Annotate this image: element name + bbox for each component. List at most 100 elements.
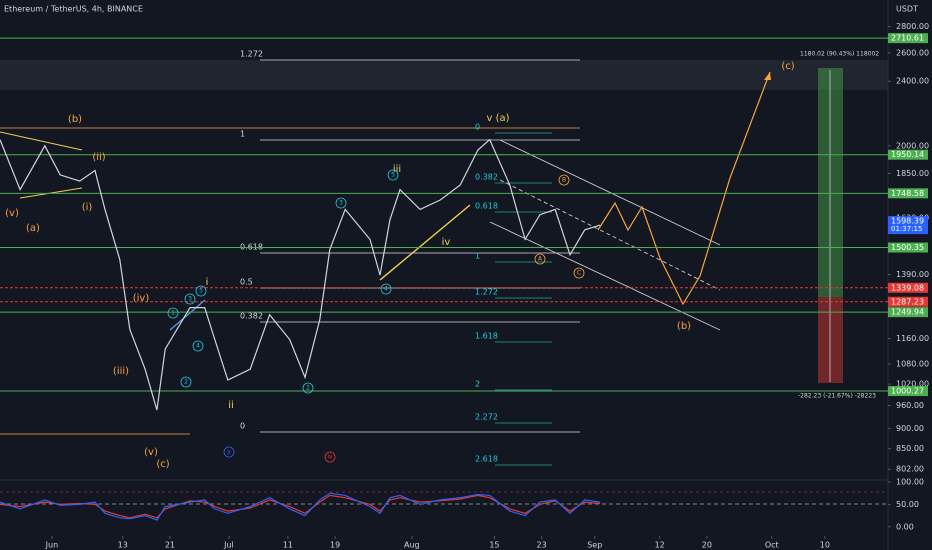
x-tick-label: 15 <box>489 541 499 550</box>
wave-label: (b) <box>68 114 82 125</box>
price-tag-label: 1748.58 <box>891 189 924 198</box>
fib-label: 1 <box>475 252 480 261</box>
countdown: 01:37:15 <box>891 225 922 233</box>
x-tick-label: Jul <box>223 541 234 550</box>
circle-label: 3 <box>339 200 343 207</box>
fib-label: 0 <box>240 422 245 431</box>
price-tag-label: 1950.14 <box>891 150 924 159</box>
price-tag <box>888 188 928 199</box>
projection-path <box>597 71 771 306</box>
wave-circle <box>335 197 347 209</box>
x-tick-label: Aug <box>404 541 420 550</box>
channel-line <box>499 179 721 291</box>
last-price: 1598.39 <box>891 217 924 226</box>
wave-label: (iv) <box>133 293 150 304</box>
wave-circle <box>302 382 314 394</box>
fib-label: 0.618 <box>475 202 498 211</box>
rsi-line <box>0 492 601 521</box>
rsi-tick-label: 100.00 <box>896 477 924 486</box>
wave-label: iii <box>393 164 401 175</box>
wave-label: (v) <box>144 447 158 458</box>
y-tick-label: 900.00 <box>896 424 924 433</box>
y-tick-label: 1850.00 <box>896 169 929 178</box>
x-tick-label: Sep <box>587 541 602 550</box>
x-tick-label: 12 <box>655 541 665 550</box>
wave-label: (ii) <box>92 152 105 163</box>
x-tick-label: 11 <box>283 541 293 550</box>
price-tag <box>888 149 928 160</box>
wave-label: v (a) <box>486 113 509 124</box>
wave-circle <box>324 451 336 463</box>
wave-circle <box>558 174 570 186</box>
wave-label: (iii) <box>113 366 129 377</box>
circle-label: 2 <box>306 385 310 392</box>
wave-circle <box>192 340 204 352</box>
arrow-head <box>764 72 771 80</box>
circle-label: 1 <box>171 310 175 317</box>
price-tag <box>888 282 928 293</box>
wave-label: (b) <box>677 321 691 332</box>
fib-label: 0.382 <box>475 173 498 182</box>
x-tick-label: 20 <box>702 541 712 550</box>
fib-label: 0.618 <box>240 243 263 252</box>
price-tag-label: 1339.08 <box>891 283 924 292</box>
circle-label: 4 <box>196 343 200 350</box>
rsi-tick-label: 50.00 <box>896 500 919 509</box>
chart-title: Ethereum / TetherUS, 4h, BINANCE <box>4 5 143 14</box>
wave-circle <box>387 169 399 181</box>
circle-label: A <box>538 256 543 263</box>
circle-label: 4 <box>384 286 388 293</box>
circle-label: B <box>562 177 566 184</box>
wave-circle <box>380 283 392 295</box>
fib-label: 2.618 <box>475 455 498 464</box>
wave-circle <box>573 267 585 279</box>
x-tick-label: 19 <box>330 541 340 550</box>
currency-label: USDT <box>896 5 918 14</box>
fib-label: 1.618 <box>475 332 498 341</box>
wave-label: ii <box>228 400 234 411</box>
x-tick-label: 21 <box>165 541 175 550</box>
wave-line <box>169 299 206 331</box>
circle-label: 5 <box>199 288 203 295</box>
wave-circle <box>534 253 546 265</box>
fib-label: 1.272 <box>475 288 498 297</box>
wave-circle <box>195 285 207 297</box>
x-tick-label: Oct <box>765 541 779 550</box>
circle-label: 2 <box>184 379 188 386</box>
y-tick-label: 1390.00 <box>896 270 929 279</box>
y-tick-label: 1160.00 <box>896 334 929 343</box>
price-tag <box>888 386 928 397</box>
y-tick-label: 960.00 <box>896 401 924 410</box>
wave-line <box>379 204 471 281</box>
circle-label: y <box>227 449 231 456</box>
price-tag-label: 1000.27 <box>891 387 924 396</box>
fib-label: 2.272 <box>475 413 498 422</box>
wave-label: (v) <box>5 208 19 219</box>
price-tag-label: 1500.35 <box>891 243 924 252</box>
wave-label: i <box>206 277 209 288</box>
y-tick-label: 1020.00 <box>896 380 929 389</box>
wave-label: (a) <box>26 223 40 234</box>
price-tag <box>888 296 928 307</box>
price-tag <box>888 33 928 44</box>
triangle-line <box>0 131 83 151</box>
price-line <box>0 138 601 411</box>
profit-box <box>818 68 843 297</box>
fib-label: 2 <box>475 380 480 389</box>
y-tick-label: 2000.00 <box>896 141 929 150</box>
y-tick-label: 850.00 <box>896 444 924 453</box>
fib-lines: 1.272 1 0.618 0.5 0.382 0 0 0.382 0.618 1 1.272 1.6… <box>240 50 580 466</box>
wave-circle <box>223 446 235 458</box>
circle-label: iv <box>327 454 333 461</box>
price-tag-label: 1249.94 <box>891 308 924 317</box>
wave-label: (i) <box>82 202 93 213</box>
price-tag <box>888 307 928 318</box>
x-tick-label: 13 <box>118 541 128 550</box>
rsi-tick-label: 0.00 <box>896 522 914 531</box>
x-tick-label: Jun <box>45 541 59 550</box>
fib-label: 0 <box>475 123 480 132</box>
wave-label: (c) <box>781 61 794 72</box>
wave-circle <box>184 293 196 305</box>
